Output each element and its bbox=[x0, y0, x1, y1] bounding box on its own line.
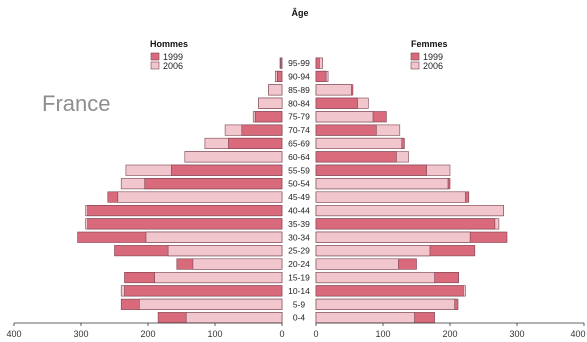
age-label-30-34: 30-34 bbox=[288, 232, 310, 242]
bar-hommes-2006-45-49 bbox=[117, 191, 283, 203]
bar-hommes-1999-90-94 bbox=[276, 70, 283, 82]
bar-hommes-2006-30-34 bbox=[145, 231, 283, 243]
age-label-80-84: 80-84 bbox=[288, 98, 310, 108]
legend-femmes: Femmes 1999 2006 bbox=[410, 39, 448, 71]
bar-hommes-1999-35-39 bbox=[87, 218, 283, 230]
age-label-40-44: 40-44 bbox=[288, 206, 310, 216]
age-axis-title: Âge bbox=[291, 7, 308, 18]
x-tick-label-left-100: 100 bbox=[207, 329, 222, 339]
bar-hommes-1999-75-79 bbox=[254, 111, 283, 123]
x-tick-label-left-400: 400 bbox=[6, 329, 21, 339]
bar-femmes-1999-90-94 bbox=[315, 70, 327, 82]
bar-femmes-2006-50-54 bbox=[315, 178, 449, 190]
x-tick-label-left-0: 0 bbox=[279, 329, 284, 339]
legend-femmes-swatch-1999 bbox=[410, 52, 420, 61]
age-label-0-4: 0-4 bbox=[293, 313, 306, 323]
bar-hommes-2006-0-4 bbox=[185, 312, 283, 324]
x-tick-label-left-200: 200 bbox=[140, 329, 155, 339]
bar-hommes-2006-85-89 bbox=[268, 84, 283, 96]
age-label-20-24: 20-24 bbox=[288, 259, 310, 269]
age-label-15-19: 15-19 bbox=[288, 273, 310, 283]
age-label-75-79: 75-79 bbox=[288, 112, 310, 122]
legend-hommes-swatch-2006 bbox=[150, 61, 160, 70]
x-tick-label-right-0: 0 bbox=[313, 329, 318, 339]
age-label-50-54: 50-54 bbox=[288, 179, 310, 189]
age-labels-layer: 0-4 5-9 10-14 15-19 20-24 25-29 30-34 35-39 40-4… bbox=[288, 58, 310, 323]
bar-hommes-2006-80-84 bbox=[258, 97, 283, 109]
legend-femmes-title: Femmes bbox=[411, 39, 448, 49]
bar-femmes-2006-25-29 bbox=[315, 245, 431, 257]
age-label-70-74: 70-74 bbox=[288, 125, 310, 135]
bar-femmes-2006-30-34 bbox=[315, 231, 471, 243]
bar-femmes-2006-65-69 bbox=[315, 137, 403, 149]
bar-hommes-1999-10-14 bbox=[124, 285, 283, 297]
bar-femmes-1999-80-84 bbox=[315, 97, 358, 109]
x-tick-label-right-100: 100 bbox=[375, 329, 390, 339]
bar-femmes-2006-15-19 bbox=[315, 271, 435, 284]
age-label-60-64: 60-64 bbox=[288, 152, 310, 162]
bar-femmes-2006-45-49 bbox=[315, 191, 466, 203]
legend-femmes-label-1999: 1999 bbox=[423, 52, 443, 62]
age-label-85-89: 85-89 bbox=[288, 85, 310, 95]
bar-femmes-1999-10-14 bbox=[315, 285, 464, 297]
bar-femmes-1999-35-39 bbox=[315, 218, 496, 230]
bar-hommes-1999-55-59 bbox=[171, 164, 283, 176]
age-label-55-59: 55-59 bbox=[288, 165, 310, 175]
bar-femmes-1999-60-64 bbox=[315, 151, 397, 163]
bar-hommes-1999-50-54 bbox=[144, 178, 283, 190]
x-tick-label-right-300: 300 bbox=[509, 329, 524, 339]
bar-femmes-1999-55-59 bbox=[315, 164, 427, 176]
age-label-5-9: 5-9 bbox=[293, 299, 306, 309]
axes-layer: 400 300 200 100 0 0 100 200 300 400 bbox=[6, 322, 586, 339]
legend-femmes-swatch-2006 bbox=[410, 61, 420, 70]
age-label-25-29: 25-29 bbox=[288, 246, 310, 256]
bar-femmes-2006-5-9 bbox=[315, 298, 455, 310]
legend-hommes-swatch-1999 bbox=[150, 52, 160, 61]
bar-hommes-1999-40-44 bbox=[87, 205, 283, 217]
bar-femmes-2006-20-24 bbox=[315, 258, 399, 270]
age-label-45-49: 45-49 bbox=[288, 192, 310, 202]
bar-femmes-2006-75-79 bbox=[315, 111, 374, 123]
age-label-10-14: 10-14 bbox=[288, 286, 310, 296]
bar-hommes-2006-15-19 bbox=[154, 271, 283, 284]
bar-femmes-1999-70-74 bbox=[315, 124, 377, 136]
france-annotation: France bbox=[42, 91, 110, 116]
bar-hommes-2006-20-24 bbox=[192, 258, 283, 270]
bar-hommes-1999-95-99 bbox=[280, 57, 283, 69]
bar-hommes-1999-70-74 bbox=[241, 124, 283, 136]
age-label-35-39: 35-39 bbox=[288, 219, 310, 229]
bar-hommes-2006-60-64 bbox=[184, 151, 283, 163]
bar-femmes-2006-40-44 bbox=[315, 205, 504, 217]
x-tick-label-right-200: 200 bbox=[442, 329, 457, 339]
legend-hommes-label-2006: 2006 bbox=[163, 61, 183, 71]
age-label-65-69: 65-69 bbox=[288, 139, 310, 149]
legend-hommes: Hommes 1999 2006 bbox=[150, 39, 188, 71]
bars-layer bbox=[77, 57, 508, 324]
bar-femmes-2006-0-4 bbox=[315, 312, 415, 324]
x-tick-label-left-300: 300 bbox=[73, 329, 88, 339]
age-label-95-99: 95-99 bbox=[288, 58, 310, 68]
legend-hommes-title: Hommes bbox=[150, 39, 188, 49]
bar-femmes-2006-85-89 bbox=[315, 84, 352, 96]
bar-hommes-2006-25-29 bbox=[167, 245, 283, 257]
bar-hommes-2006-5-9 bbox=[139, 298, 283, 310]
bar-hommes-1999-65-69 bbox=[228, 137, 283, 149]
x-tick-label-right-400: 400 bbox=[570, 329, 585, 339]
legend-femmes-label-2006: 2006 bbox=[423, 61, 443, 71]
age-label-90-94: 90-94 bbox=[288, 72, 310, 82]
legend-hommes-label-1999: 1999 bbox=[163, 52, 183, 62]
bar-femmes-1999-95-99 bbox=[315, 57, 320, 69]
